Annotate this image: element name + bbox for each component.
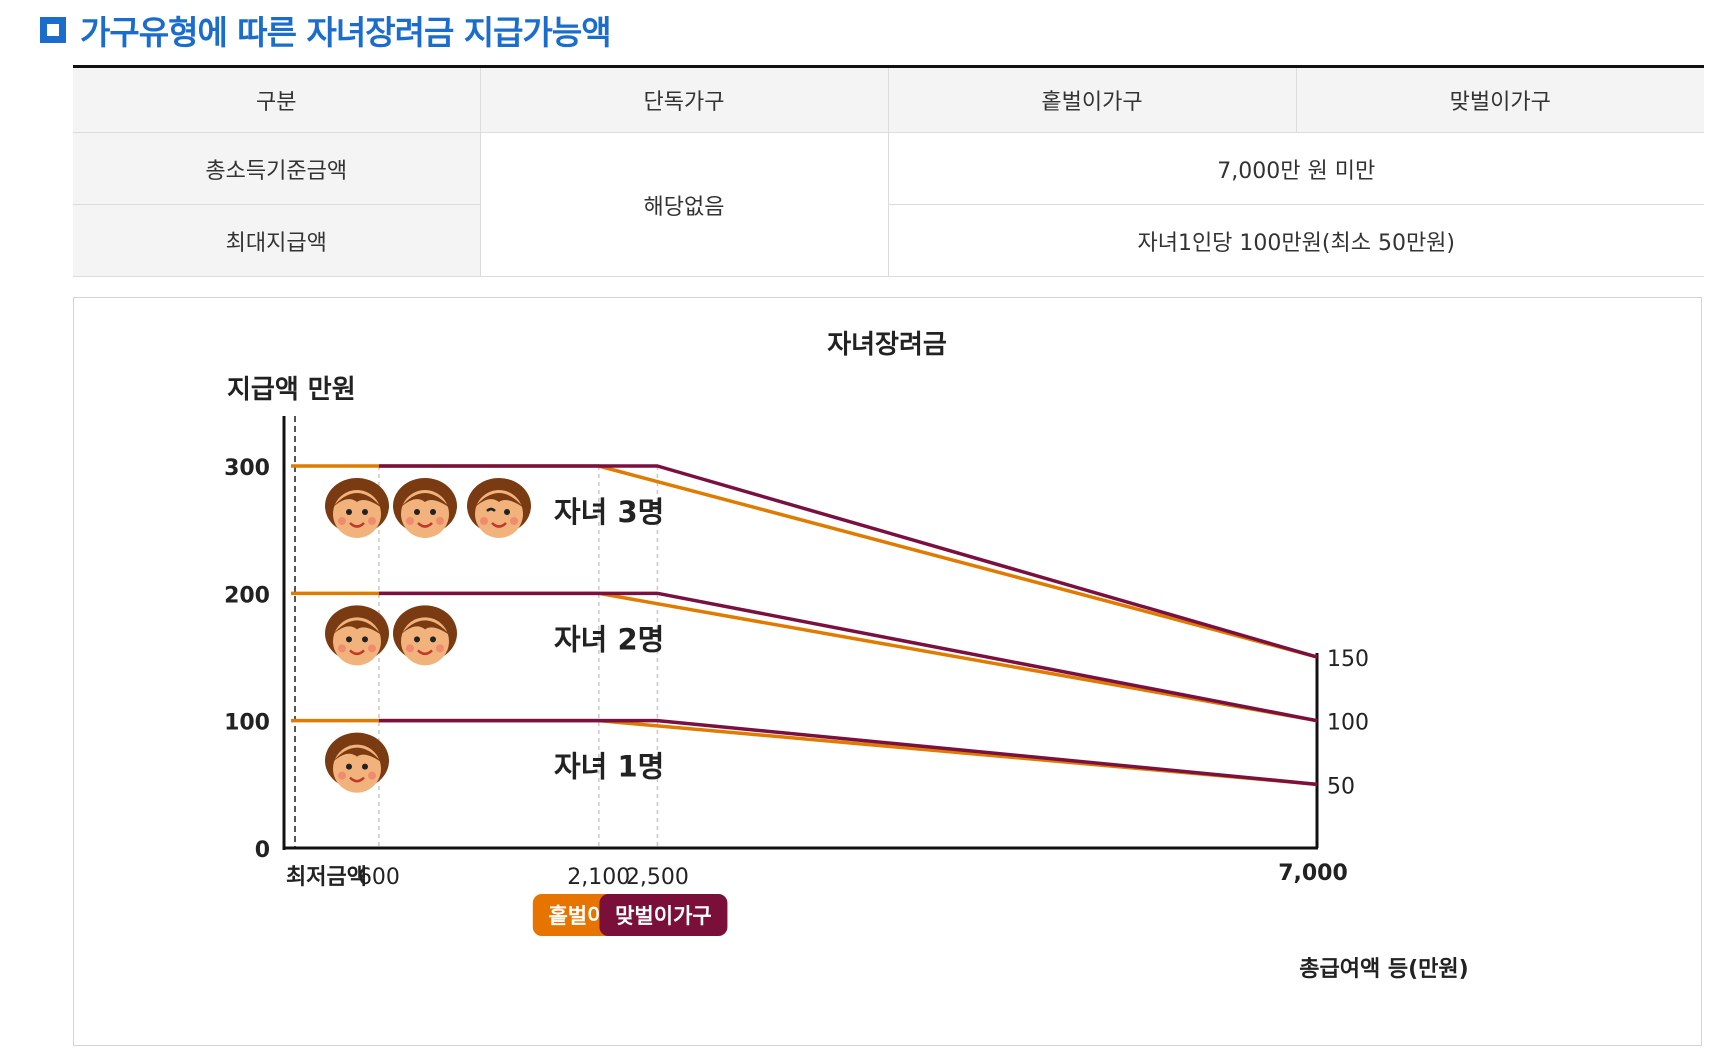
- square-bullet-icon: [40, 17, 66, 43]
- y-tick-label: 300: [224, 456, 270, 481]
- section-title-text: 가구유형에 따른 자녀장려금 지급가능액: [80, 13, 612, 52]
- right-value-label: 100: [1327, 711, 1369, 736]
- cell-single-na: 해당없음: [480, 132, 889, 277]
- face-cheek: [510, 517, 518, 525]
- right-value-label: 150: [1327, 647, 1369, 672]
- face-bangs: [474, 493, 524, 508]
- y-tick-label: 0: [255, 838, 270, 863]
- face-skin: [333, 617, 381, 666]
- header-dual-earner: 맞벌이가구: [1296, 66, 1704, 133]
- header-single-earner: 홑벌이가구: [888, 66, 1297, 133]
- right-value-label: 50: [1327, 774, 1355, 799]
- face-mouth: [491, 522, 507, 528]
- row-label-income: 총소득기준금액: [73, 132, 481, 205]
- series-line-홑벌이가구: [291, 718, 1318, 787]
- face-skin: [475, 490, 523, 538]
- y-tick-label: 100: [224, 711, 270, 736]
- face-eye: [414, 509, 420, 515]
- face-cheek: [368, 517, 376, 525]
- face-skin: [333, 744, 381, 793]
- face-eye: [414, 636, 420, 643]
- face-cheek: [480, 517, 488, 525]
- section-title: 가구유형에 따른 자녀장려금 지급가능액: [40, 6, 612, 54]
- row-label-max: 최대지급액: [73, 204, 481, 277]
- child-face-icon: [467, 478, 531, 538]
- x-tick-label: 2,100: [567, 865, 630, 890]
- face-bangs: [332, 493, 382, 508]
- face-bangs: [400, 493, 450, 508]
- y-axis-label: 지급액 만원: [227, 375, 356, 405]
- face-eye: [346, 636, 352, 643]
- cell-max-amount: 자녀1인당 100만원(최소 50만원): [888, 204, 1704, 277]
- face-bangs: [332, 620, 382, 636]
- series-line-맞벌이가구: [378, 718, 1318, 787]
- face-eye-wink: [486, 507, 496, 512]
- face-skin: [401, 617, 449, 666]
- face-skin: [333, 490, 381, 538]
- y-tick-label: 200: [224, 583, 270, 608]
- face-cheek: [406, 644, 414, 653]
- eligibility-table: 구분 단독가구 홑벌이가구 맞벌이가구 총소득기준금액 해당없음 7,000만 …: [73, 65, 1704, 277]
- face-mouth: [349, 522, 365, 528]
- face-bangs: [400, 620, 450, 636]
- face-eye: [362, 763, 368, 770]
- header-category: 구분: [73, 66, 481, 133]
- face-cheek: [338, 644, 346, 653]
- face-eye: [504, 509, 510, 515]
- header-single: 단독가구: [480, 66, 889, 133]
- face-cheek: [436, 517, 444, 525]
- x-tick-label: 7,000: [1278, 861, 1348, 886]
- child-face-icon: [325, 732, 389, 793]
- x-tick-label: 600: [358, 865, 400, 890]
- face-mouth: [349, 776, 365, 783]
- x-axis-label: 총급여액 등(만원): [1299, 957, 1468, 982]
- face-eye: [430, 636, 436, 643]
- face-cheek: [406, 517, 414, 525]
- series-line-맞벌이가구: [378, 591, 1318, 723]
- legend-label: 맞벌이가구: [615, 904, 712, 928]
- child-count-label: 자녀 3명: [554, 495, 664, 529]
- x-tick-label: 2,500: [626, 865, 689, 890]
- face-skin: [401, 490, 449, 538]
- child-face-icon: [325, 605, 389, 666]
- cell-income-limit: 7,000만 원 미만: [888, 132, 1704, 205]
- child-incentive-chart: 자녀장려금 지급액 만원 총급여액 등(만원) 0 100 200 300 최저금액60…: [224, 330, 1469, 982]
- face-mouth: [349, 649, 365, 656]
- face-mouth: [417, 649, 433, 656]
- legend-badge: [599, 894, 728, 936]
- child-face-icon: [325, 478, 389, 538]
- x-tick-label: 최저금액: [286, 865, 367, 890]
- child-face-icon: [393, 478, 457, 538]
- legend-item: 맞벌이가구: [599, 894, 728, 936]
- face-cheek: [436, 644, 444, 653]
- face-eye: [346, 509, 352, 515]
- chart-container: 자녀장려금 지급액 만원 총급여액 등(만원) 0 100 200 300 최저금액 60…: [73, 297, 1702, 1046]
- face-cheek: [368, 644, 376, 653]
- face-eye: [362, 509, 368, 515]
- child-count-label: 자녀 2명: [554, 622, 664, 656]
- table-row-income: 총소득기준금액 해당없음 7,000만 원 미만: [73, 132, 1704, 277]
- table-header-row: 구분 단독가구 홑벌이가구 맞벌이가구: [73, 66, 1704, 133]
- chart-title: 자녀장려금: [827, 330, 947, 360]
- face-eye: [346, 763, 352, 770]
- face-cheek: [338, 517, 346, 525]
- child-face-icon: [393, 605, 457, 666]
- face-eye: [430, 509, 436, 515]
- series-line-맞벌이가구: [378, 464, 1318, 659]
- child-count-label: 자녀 1명: [554, 750, 664, 784]
- face-bangs: [332, 747, 382, 763]
- face-eye: [362, 636, 368, 643]
- face-cheek: [368, 771, 376, 780]
- table-row-max: 최대지급액 자녀1인당 100만원(최소 50만원): [73, 204, 1704, 277]
- face-cheek: [338, 771, 346, 780]
- face-mouth: [417, 522, 433, 528]
